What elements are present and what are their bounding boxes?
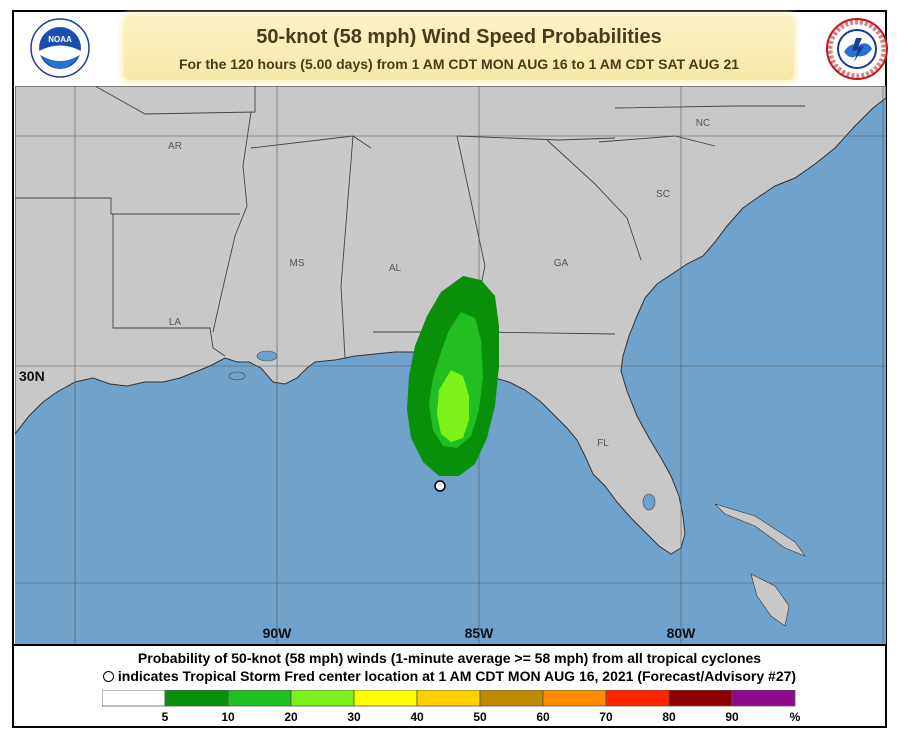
title-box: 50-knot (58 mph) Wind Speed Probabilitie… [124,16,794,80]
state-labels: AR MS AL GA NC SC LA FL [168,118,710,449]
probability-legend: 5 10 20 30 40 50 60 70 80 90% [102,690,801,724]
legend-label: 90 [725,710,739,724]
legend-color-swatch [102,690,166,707]
caption-probability: Probability of 50-knot (58 mph) winds (1… [137,650,762,666]
longitude-label: 85W [465,625,495,641]
legend-color-swatch [731,690,796,707]
state-label: GA [554,258,569,269]
legend-label: 5 [162,710,169,724]
nws-logo [826,18,888,80]
legend-label: 30 [347,710,361,724]
state-label: AL [389,263,402,274]
state-label: LA [169,317,182,328]
map-title: 50-knot (58 mph) Wind Speed Probabilitie… [256,26,662,48]
legend-label: 60 [536,710,550,724]
map-subtitle: For the 120 hours (5.00 days) from 1 AM … [178,56,740,72]
longitude-label: 90W [263,625,293,641]
legend-color-swatch [668,690,733,707]
header: NOAA 50-knot (58 mph) Wind Speed Probabi… [14,12,888,86]
legend-label: 70 [599,710,613,724]
state-label: FL [597,438,609,449]
latitude-label: 30N [19,368,45,384]
legend-color-swatch [290,690,355,707]
map-area: AR MS AL GA NC SC LA FL 30N 90W 85W 80W [15,86,886,644]
prob-20-30-contour [437,370,469,442]
legend-label: 80 [662,710,676,724]
noaa-logo: NOAA [30,18,90,78]
circle-marker-icon [102,671,114,682]
lakes [228,350,656,511]
state-label: SC [656,189,670,200]
footer: Probability of 50-knot (58 mph) winds (1… [14,644,885,730]
state-label: NC [696,118,710,129]
legend-color-swatch [416,690,481,707]
map-frame: NOAA 50-knot (58 mph) Wind Speed Probabi… [12,10,888,730]
legend-label: 10 [221,710,235,724]
legend-color-swatch [353,690,418,707]
svg-text:NOAA: NOAA [48,35,72,44]
storm-center-marker[interactable] [434,480,446,492]
legend-label: 20 [284,710,298,724]
legend-color-swatch [227,690,292,707]
legend-label: 50 [473,710,487,724]
state-label: AR [168,141,182,152]
longitude-label: 80W [667,625,697,641]
legend-color-swatch [164,690,229,707]
caption-storm-marker: indicates Tropical Storm Fred center loc… [14,668,885,684]
islands [714,503,806,627]
state-label: MS [290,258,305,269]
legend-color-swatch [542,690,607,707]
legend-label: 40 [410,710,424,724]
legend-color-swatch [479,690,544,707]
legend-color-swatch [605,690,670,707]
caption-storm-text: indicates Tropical Storm Fred center loc… [117,668,797,684]
probability-swath [407,276,499,476]
legend-label: % [790,710,801,724]
